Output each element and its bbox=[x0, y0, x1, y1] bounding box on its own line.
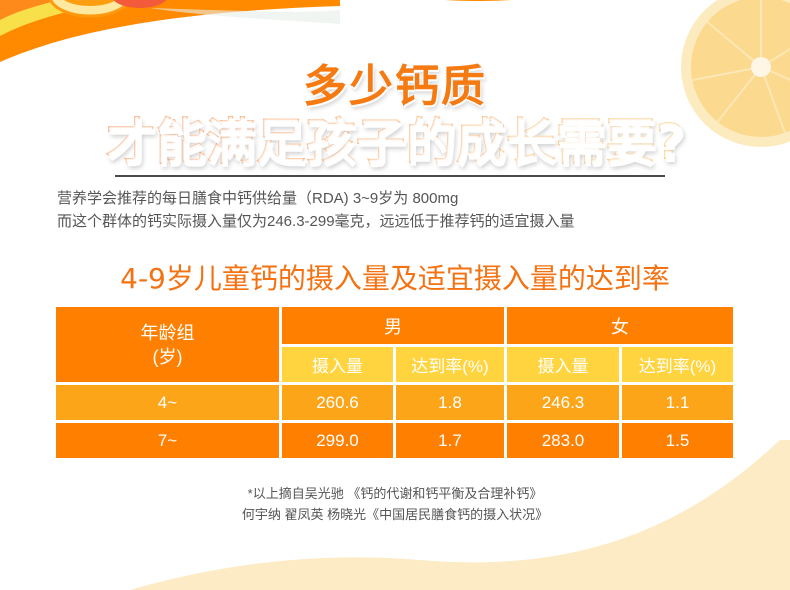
footnote-line-2: 何宇纳 翟凤英 杨晓光《中国居民膳食钙的摄入状况》 bbox=[241, 507, 549, 522]
cell-male-intake: 260.6 bbox=[282, 385, 393, 420]
headline-line-2: 才能满足孩子的成长需要? bbox=[0, 102, 790, 174]
intro-text: 营养学会推荐的每日膳食中钙供给量（RDA) 3~9岁为 800mg 而这个群体的… bbox=[57, 187, 575, 233]
header-female: 女 bbox=[507, 307, 733, 344]
orange-top-decoration bbox=[445, 0, 511, 1]
table-row: 4~ 260.6 1.8 246.3 1.1 bbox=[56, 385, 733, 420]
header-age-group-label: 年龄组 bbox=[140, 322, 195, 343]
header-female-rate: 达到率(%) bbox=[622, 347, 733, 382]
cell-female-intake: 283.0 bbox=[507, 423, 619, 458]
title-divider bbox=[115, 175, 665, 177]
calcium-intake-table: 年龄组 (岁) 男 女 摄入量 达到率(%) 摄入量 达到率(%) 4~ 260… bbox=[53, 304, 736, 461]
cell-female-rate: 1.5 bbox=[622, 423, 733, 458]
headline-line-1: 多少钙质 bbox=[303, 61, 487, 112]
header-row-1: 年龄组 (岁) 男 女 bbox=[56, 307, 733, 382]
table-title: 4-9岁儿童钙的摄入量及适宜摄入量的达到率 bbox=[120, 262, 670, 295]
cell-male-intake: 299.0 bbox=[282, 423, 393, 458]
header-male-rate: 达到率(%) bbox=[396, 347, 504, 382]
cell-age: 4~ bbox=[56, 385, 279, 420]
intro-line-2: 而这个群体的钙实际摄入量仅为246.3-299毫克，远远低于推荐钙的适宜摄入量 bbox=[57, 213, 575, 230]
header-female-intake: 摄入量 bbox=[507, 347, 619, 382]
header-male-intake: 摄入量 bbox=[282, 347, 393, 382]
intro-line-1: 营养学会推荐的每日膳食中钙供给量（RDA) 3~9岁为 800mg bbox=[57, 190, 459, 207]
cell-male-rate: 1.8 bbox=[396, 385, 504, 420]
footnote-line-1: *以上摘自吴光驰 《钙的代谢和钙平衡及合理补钙》 bbox=[247, 486, 543, 501]
table-row: 7~ 299.0 1.7 283.0 1.5 bbox=[56, 423, 733, 458]
header-age-group: 年龄组 (岁) bbox=[56, 307, 279, 382]
header-male: 男 bbox=[282, 307, 504, 344]
cell-male-rate: 1.7 bbox=[396, 423, 504, 458]
header-age-group-unit: (岁) bbox=[152, 346, 183, 367]
source-footnote: *以上摘自吴光驰 《钙的代谢和钙平衡及合理补钙》 何宇纳 翟凤英 杨晓光《中国居… bbox=[0, 483, 790, 525]
header-row-2: 摄入量 达到率(%) 摄入量 达到率(%) bbox=[56, 347, 733, 382]
headline-line-2-text: 才能满足孩子的成长需要? bbox=[105, 113, 685, 171]
cell-age: 7~ bbox=[56, 423, 279, 458]
cell-female-rate: 1.1 bbox=[622, 385, 733, 420]
cell-female-intake: 246.3 bbox=[507, 385, 619, 420]
